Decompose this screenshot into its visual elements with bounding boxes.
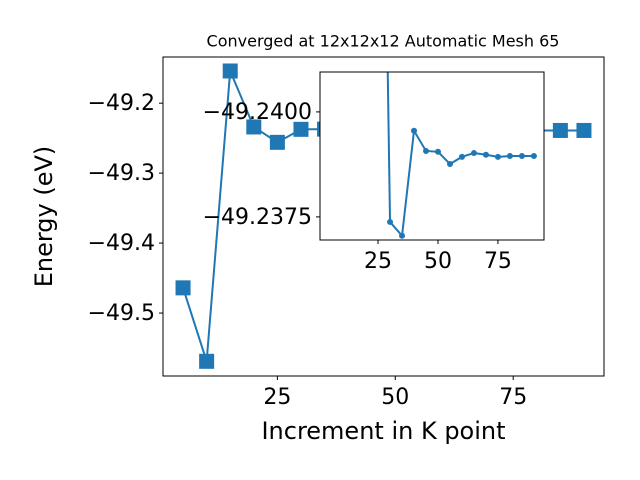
data-point	[530, 153, 537, 159]
data-point	[482, 151, 489, 158]
chart-title: Converged at 12x12x12 Automatic Mesh 65	[207, 32, 560, 51]
x-axis-label: Increment in K point	[261, 417, 505, 445]
data-point	[411, 127, 418, 134]
data-point	[446, 160, 453, 167]
data-point	[399, 232, 406, 239]
data-point	[222, 63, 238, 79]
y-tick-label: −49.2	[88, 91, 155, 116]
axes-frame	[162, 56, 605, 377]
x-tick-label: 75	[484, 249, 512, 274]
x-tick-label: 75	[499, 385, 527, 410]
data-point	[494, 153, 501, 160]
data-point	[269, 134, 285, 150]
y-tick-label: −49.2375	[203, 205, 312, 230]
data-point	[470, 150, 477, 157]
x-tick-label: 25	[263, 385, 291, 410]
data-point	[246, 119, 262, 135]
data-point	[506, 153, 513, 159]
plot-area	[386, 72, 537, 239]
data-point	[423, 147, 430, 154]
data-point	[518, 153, 525, 159]
data-point	[576, 122, 592, 138]
x-tick-label: 50	[424, 249, 452, 274]
data-point	[199, 353, 215, 369]
data-point	[293, 121, 309, 137]
x-tick-label: 50	[381, 385, 409, 410]
y-tick-label: −49.5	[88, 301, 155, 326]
data-point	[552, 122, 568, 138]
data-point	[458, 153, 465, 160]
y-axis-label: Energy (eV)	[30, 146, 58, 288]
x-tick-label: 25	[364, 249, 392, 274]
y-tick-label: −49.3	[88, 161, 155, 186]
data-point	[175, 280, 191, 296]
data-point	[434, 148, 441, 155]
y-tick-label: −49.4	[88, 231, 155, 256]
y-tick-label: −49.2400	[203, 100, 312, 125]
data-point	[387, 218, 394, 225]
axes-frame	[319, 71, 545, 241]
